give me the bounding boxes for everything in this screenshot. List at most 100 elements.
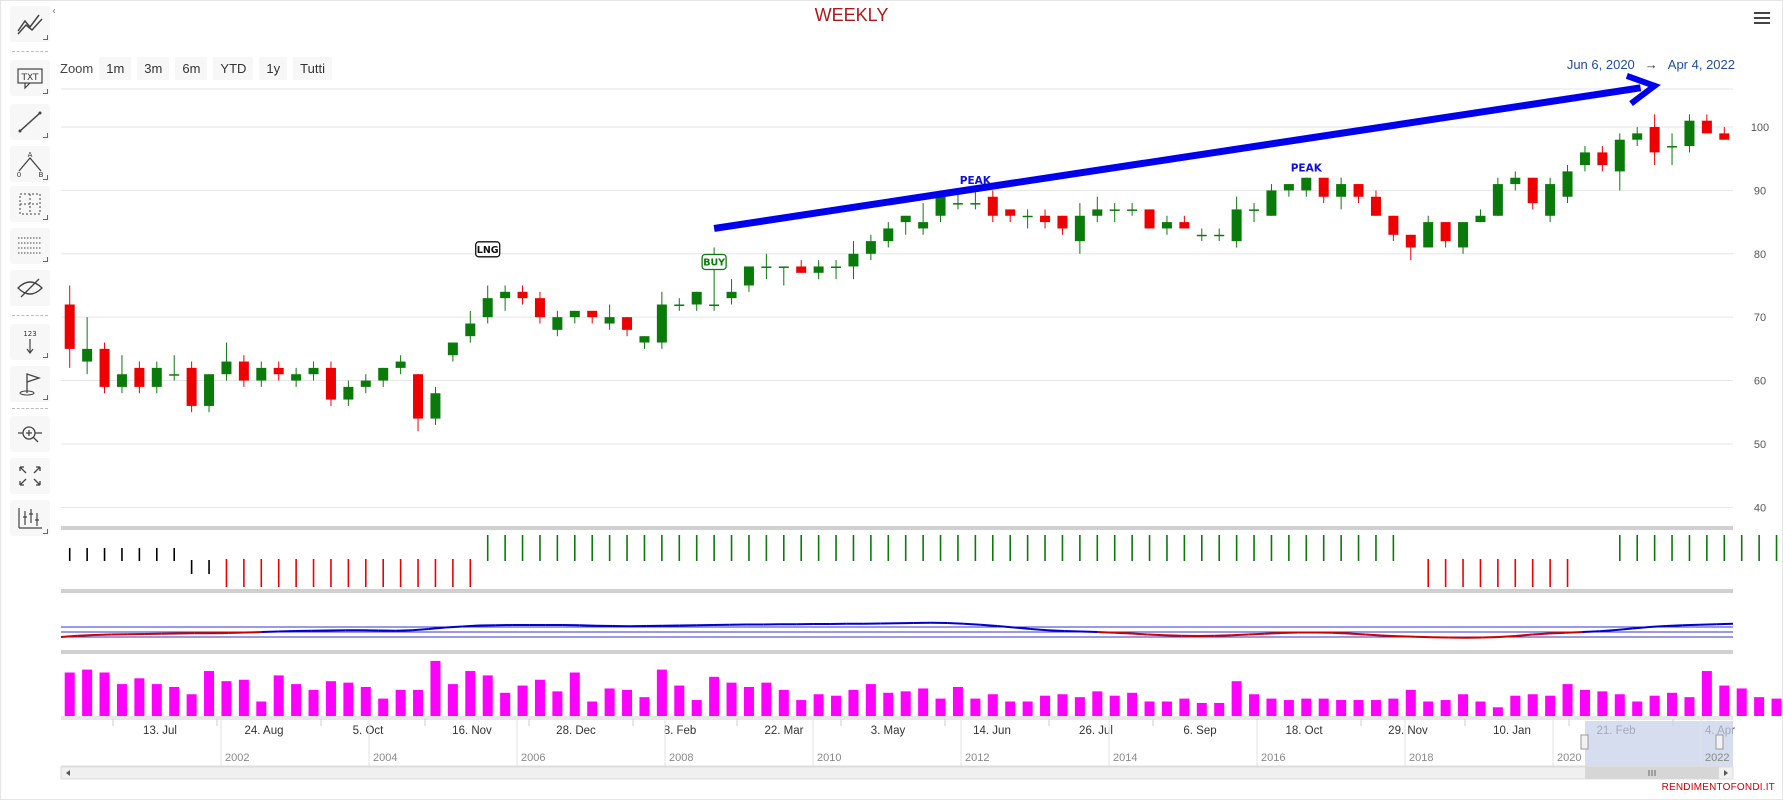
candle	[761, 266, 772, 268]
candle	[1597, 152, 1608, 166]
navigator-handle-right	[1715, 734, 1724, 750]
navigator-handle-left	[1580, 734, 1589, 750]
hamburger-icon[interactable]	[1754, 12, 1770, 26]
volume-bar	[500, 692, 511, 716]
toolbar-separator	[12, 408, 48, 409]
oscillator-segment	[1398, 635, 1416, 638]
y-tick-label: 60	[1754, 376, 1766, 388]
candle	[622, 317, 633, 330]
candle	[116, 374, 127, 387]
volume-bar	[1109, 695, 1120, 716]
candle	[360, 380, 371, 387]
flag-peak-label: PEAK	[960, 175, 992, 187]
submenu-corner	[43, 529, 48, 534]
fullscreen-tool[interactable]	[10, 458, 50, 494]
volume-bar	[1353, 700, 1364, 716]
y-tick-label: 70	[1754, 312, 1766, 324]
brand-credit[interactable]: RENDIMENTOFONDI.IT	[1661, 782, 1775, 793]
flag-icon	[19, 373, 42, 396]
candle	[1336, 184, 1347, 197]
scrollbar-track	[60, 766, 1734, 780]
oscillator-segment	[462, 624, 480, 628]
x-tick-label: 26. Jul	[1079, 725, 1113, 737]
pane-separator	[61, 526, 1733, 530]
oscillator-segment	[1599, 629, 1617, 633]
fullscreen-icon	[19, 466, 41, 486]
volume-bar	[639, 697, 650, 716]
volume-bar	[1562, 684, 1573, 716]
oscillator-segment	[1498, 635, 1516, 638]
text-annotation-tool[interactable]: TXT	[10, 60, 50, 96]
volume-bar	[308, 689, 319, 716]
candle	[918, 222, 929, 229]
oscillator-segment	[963, 622, 981, 626]
toolbar-collapse-button[interactable]: ‹	[52, 6, 56, 17]
text-icon: TXT	[17, 68, 43, 90]
crosshair-tool[interactable]	[10, 186, 50, 222]
candle	[1667, 146, 1678, 148]
range-from-input[interactable]: Jun 6, 2020	[1566, 57, 1635, 72]
volume-bar	[291, 684, 302, 716]
volume-bar	[1475, 701, 1486, 716]
volume-bar	[778, 689, 789, 716]
candle	[1492, 184, 1503, 216]
volume-bar	[1440, 700, 1451, 716]
candle	[291, 374, 302, 381]
submenu-corner	[43, 133, 48, 138]
candle	[639, 336, 650, 343]
volume-bar	[343, 682, 354, 716]
oscillator-segment	[1097, 631, 1115, 634]
indicators-tool[interactable]	[10, 6, 50, 42]
wave-label-0: 0	[17, 171, 21, 177]
zoom-button-1m[interactable]: 1m	[99, 57, 132, 80]
x-tick-label: 5. Oct	[353, 725, 384, 737]
volume-bar	[169, 687, 180, 716]
zoom-button-3m[interactable]: 3m	[137, 57, 170, 80]
candle	[1701, 120, 1712, 134]
scroll-left-arrow	[66, 770, 70, 776]
volume-bar	[883, 692, 894, 716]
candle	[1144, 209, 1155, 229]
candle	[1649, 127, 1660, 153]
candle	[813, 266, 824, 273]
candle	[726, 291, 737, 299]
candle	[256, 367, 267, 381]
zoom-button-all[interactable]: Tutti	[293, 57, 332, 80]
submenu-corner	[43, 353, 48, 358]
vertical-counter-tool[interactable]: 123	[10, 324, 50, 360]
oscillator-segment	[947, 622, 964, 625]
fibonacci-icon	[18, 237, 42, 254]
candle	[413, 374, 424, 419]
volume-bar	[1092, 691, 1103, 716]
x-tick-label: 22. Mar	[765, 725, 804, 737]
zoom-change-tool[interactable]	[10, 416, 50, 452]
flag-tool[interactable]	[10, 366, 50, 402]
volume-bar	[656, 669, 667, 716]
candle	[1249, 209, 1260, 211]
x-tick-label: 28. Dec	[556, 725, 596, 737]
oscillator-segment	[1030, 628, 1048, 632]
volume-bar	[1667, 692, 1678, 716]
volume-bar	[831, 695, 842, 716]
indicators-icon	[17, 14, 43, 35]
x-tick-label: 18. Oct	[1285, 725, 1323, 737]
toggle-annotations-tool[interactable]	[10, 270, 50, 306]
fibonacci-tool[interactable]	[10, 228, 50, 264]
volume-bar	[552, 691, 563, 716]
volume-bar	[1266, 698, 1277, 716]
volume-bar	[1545, 695, 1556, 716]
line-tool[interactable]	[10, 104, 50, 140]
y-tick-label: 100	[1751, 122, 1769, 134]
candle	[343, 386, 354, 400]
zoom-button-1y[interactable]: 1y	[259, 57, 288, 80]
zoom-button-ytd[interactable]: YTD	[213, 57, 254, 80]
elliott-wave-tool[interactable]: A 0 B	[10, 146, 50, 182]
price-indicator-tool[interactable]	[10, 500, 50, 536]
volume-bar	[273, 675, 284, 716]
trend-arrow-line	[713, 84, 1642, 232]
range-to-input[interactable]: Apr 4, 2022	[1667, 57, 1735, 72]
navigator-year-label: 2010	[817, 752, 841, 764]
volume-bar	[204, 671, 215, 716]
volume-bar	[761, 682, 772, 716]
zoom-button-6m[interactable]: 6m	[175, 57, 208, 80]
